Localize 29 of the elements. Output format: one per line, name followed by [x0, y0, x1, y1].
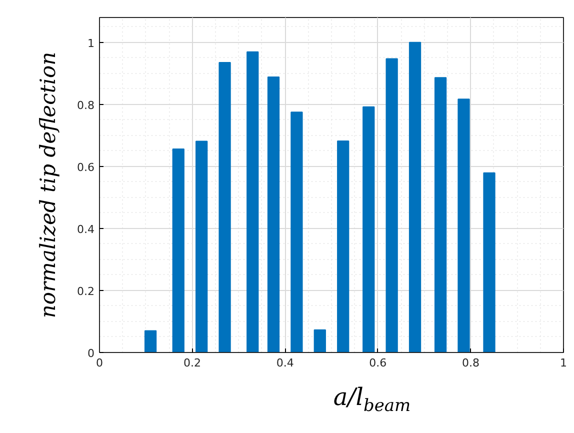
bar	[290, 112, 303, 352]
y-tick-label: 0	[88, 347, 94, 360]
y-tick-label: 1	[88, 36, 94, 50]
bar	[144, 330, 157, 352]
y-tick-label: 0.4	[77, 222, 95, 236]
x-tick-label: 0.2	[184, 356, 202, 370]
bar	[408, 42, 422, 352]
bar	[246, 51, 259, 352]
y-axis-title: normalized tip deflection	[36, 52, 60, 318]
bar	[434, 77, 447, 352]
x-tick-label: 0.4	[276, 356, 294, 370]
x-axis-title: a/l$_{beam}$	[333, 382, 411, 418]
y-tick-label: 0.6	[77, 160, 95, 174]
bar	[458, 98, 470, 352]
bar	[267, 76, 280, 352]
bar	[483, 172, 496, 352]
x-tick-label: 0	[96, 356, 103, 370]
y-tick-label: 0.2	[77, 284, 95, 298]
bar	[337, 140, 350, 352]
x-tick-label: 1	[560, 356, 567, 370]
bar	[314, 329, 326, 352]
bar	[196, 140, 208, 352]
bar	[218, 62, 231, 352]
y-tick-label: 0.8	[77, 98, 95, 112]
bar	[386, 58, 398, 352]
bar	[362, 106, 375, 352]
x-tick-label: 0.6	[369, 356, 387, 370]
bar	[172, 148, 184, 352]
x-tick-label: 0.8	[462, 356, 480, 370]
